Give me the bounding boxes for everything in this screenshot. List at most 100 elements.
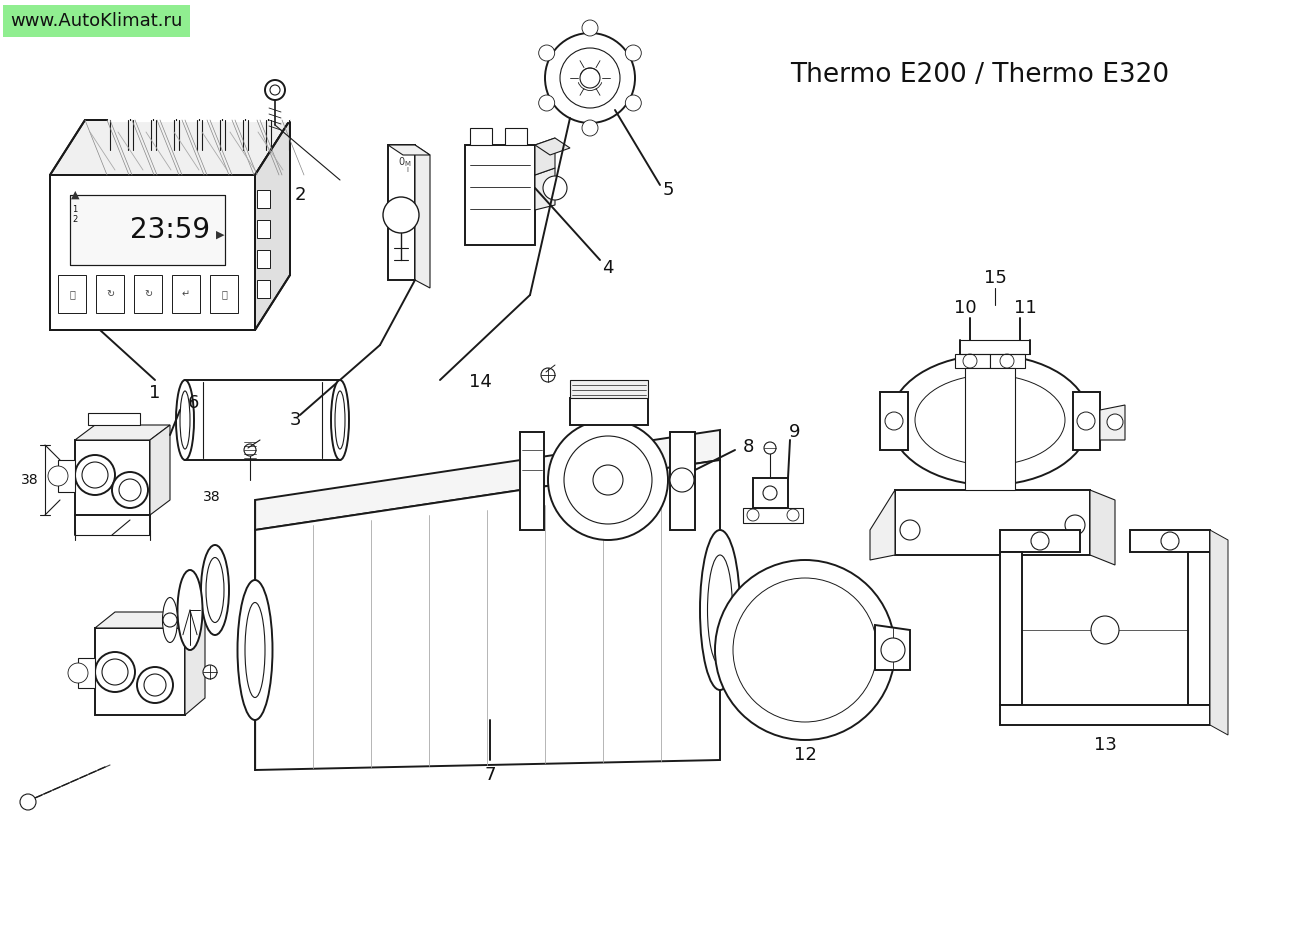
Text: 9: 9 <box>789 423 801 441</box>
Polygon shape <box>96 275 124 313</box>
Polygon shape <box>465 145 536 245</box>
Polygon shape <box>875 625 910 670</box>
Polygon shape <box>387 145 430 155</box>
Circle shape <box>582 120 598 136</box>
Polygon shape <box>536 138 555 175</box>
Polygon shape <box>1188 552 1210 705</box>
Circle shape <box>112 472 148 508</box>
Polygon shape <box>536 138 569 155</box>
Text: M
I: M I <box>404 161 410 174</box>
Polygon shape <box>185 612 205 715</box>
Polygon shape <box>1000 705 1210 725</box>
Polygon shape <box>894 490 1089 555</box>
Polygon shape <box>172 275 200 313</box>
Circle shape <box>885 412 903 430</box>
Polygon shape <box>150 425 170 515</box>
Circle shape <box>1076 412 1095 430</box>
Circle shape <box>549 420 668 540</box>
Circle shape <box>1091 616 1119 644</box>
Polygon shape <box>257 250 270 268</box>
Polygon shape <box>255 430 720 530</box>
Polygon shape <box>75 440 150 515</box>
Circle shape <box>763 486 777 500</box>
Ellipse shape <box>244 602 265 697</box>
Polygon shape <box>49 120 290 175</box>
Text: 5: 5 <box>662 181 673 199</box>
Circle shape <box>68 663 88 683</box>
Text: ⏻: ⏻ <box>69 289 75 299</box>
Circle shape <box>593 465 623 495</box>
Ellipse shape <box>699 530 740 690</box>
Circle shape <box>900 520 920 540</box>
Circle shape <box>881 638 905 662</box>
Text: ⏭: ⏭ <box>221 289 228 299</box>
Text: 14: 14 <box>468 373 491 391</box>
Text: 11: 11 <box>1014 299 1036 317</box>
Polygon shape <box>49 175 255 330</box>
Ellipse shape <box>332 380 348 460</box>
Polygon shape <box>78 658 95 688</box>
Text: 0: 0 <box>398 157 404 167</box>
Circle shape <box>1065 515 1086 535</box>
Circle shape <box>747 509 759 521</box>
Ellipse shape <box>179 391 190 449</box>
Polygon shape <box>870 490 894 560</box>
Polygon shape <box>965 368 1015 490</box>
Circle shape <box>625 95 641 111</box>
Polygon shape <box>991 354 1024 368</box>
Ellipse shape <box>335 391 345 449</box>
Ellipse shape <box>162 598 178 642</box>
Polygon shape <box>255 120 290 330</box>
Polygon shape <box>504 128 526 145</box>
Polygon shape <box>95 612 205 628</box>
Circle shape <box>1000 354 1014 368</box>
Polygon shape <box>255 460 720 770</box>
Circle shape <box>733 578 878 722</box>
Polygon shape <box>569 380 647 398</box>
Circle shape <box>560 48 620 108</box>
Text: ▶: ▶ <box>216 230 224 240</box>
Text: ▲: ▲ <box>70 190 79 200</box>
Polygon shape <box>88 413 140 425</box>
Polygon shape <box>471 128 491 145</box>
Polygon shape <box>569 398 647 425</box>
Circle shape <box>1108 414 1123 430</box>
Polygon shape <box>70 195 225 265</box>
Polygon shape <box>257 220 270 238</box>
Circle shape <box>244 444 256 456</box>
Polygon shape <box>387 145 415 280</box>
Circle shape <box>95 652 135 692</box>
Text: 1
2: 1 2 <box>72 205 77 224</box>
Text: 2: 2 <box>294 186 306 204</box>
Polygon shape <box>75 425 170 440</box>
Text: ↻: ↻ <box>144 289 152 299</box>
Circle shape <box>541 368 555 382</box>
Polygon shape <box>257 190 270 208</box>
Circle shape <box>203 665 217 679</box>
Polygon shape <box>520 432 543 530</box>
Circle shape <box>543 176 567 200</box>
Text: 15: 15 <box>984 269 1006 287</box>
Polygon shape <box>1072 392 1100 450</box>
Text: 10: 10 <box>954 299 976 317</box>
Text: ↻: ↻ <box>105 289 114 299</box>
Circle shape <box>20 794 36 810</box>
Text: www.AutoKlimat.ru: www.AutoKlimat.ru <box>10 12 182 30</box>
Text: 3: 3 <box>289 411 300 429</box>
Circle shape <box>1161 532 1179 550</box>
Polygon shape <box>753 478 788 508</box>
Circle shape <box>120 479 140 501</box>
Polygon shape <box>257 280 270 298</box>
Text: ↵: ↵ <box>182 289 190 299</box>
Polygon shape <box>58 275 86 313</box>
Circle shape <box>580 68 601 88</box>
Circle shape <box>144 674 166 696</box>
Polygon shape <box>670 432 696 530</box>
Circle shape <box>545 33 634 123</box>
Ellipse shape <box>205 558 224 622</box>
Circle shape <box>564 436 653 524</box>
Polygon shape <box>744 508 803 523</box>
Circle shape <box>162 613 177 627</box>
Circle shape <box>136 667 173 703</box>
Circle shape <box>270 85 280 95</box>
